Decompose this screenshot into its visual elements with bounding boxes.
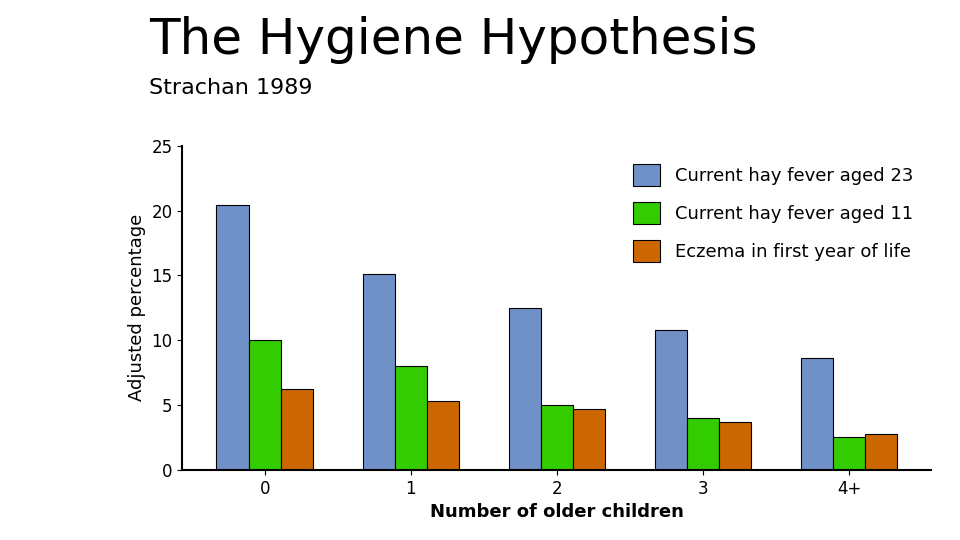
Y-axis label: Adjusted percentage: Adjusted percentage: [128, 214, 146, 401]
Bar: [573, 409, 605, 470]
Bar: [249, 340, 280, 470]
X-axis label: Number of older children: Number of older children: [430, 503, 684, 521]
Bar: [801, 359, 833, 470]
Bar: [427, 401, 459, 470]
Bar: [540, 405, 573, 470]
Bar: [655, 330, 686, 470]
Bar: [280, 389, 313, 470]
Bar: [833, 437, 865, 470]
Text: Strachan 1989: Strachan 1989: [149, 78, 312, 98]
Bar: [865, 434, 898, 470]
Bar: [395, 366, 427, 470]
Legend: Current hay fever aged 23, Current hay fever aged 11, Eczema in first year of li: Current hay fever aged 23, Current hay f…: [624, 155, 923, 272]
Bar: [216, 205, 249, 470]
Text: The Hygiene Hypothesis: The Hygiene Hypothesis: [149, 16, 757, 64]
Bar: [509, 308, 540, 470]
Bar: [719, 422, 751, 470]
Bar: [686, 418, 719, 470]
Bar: [363, 274, 395, 470]
